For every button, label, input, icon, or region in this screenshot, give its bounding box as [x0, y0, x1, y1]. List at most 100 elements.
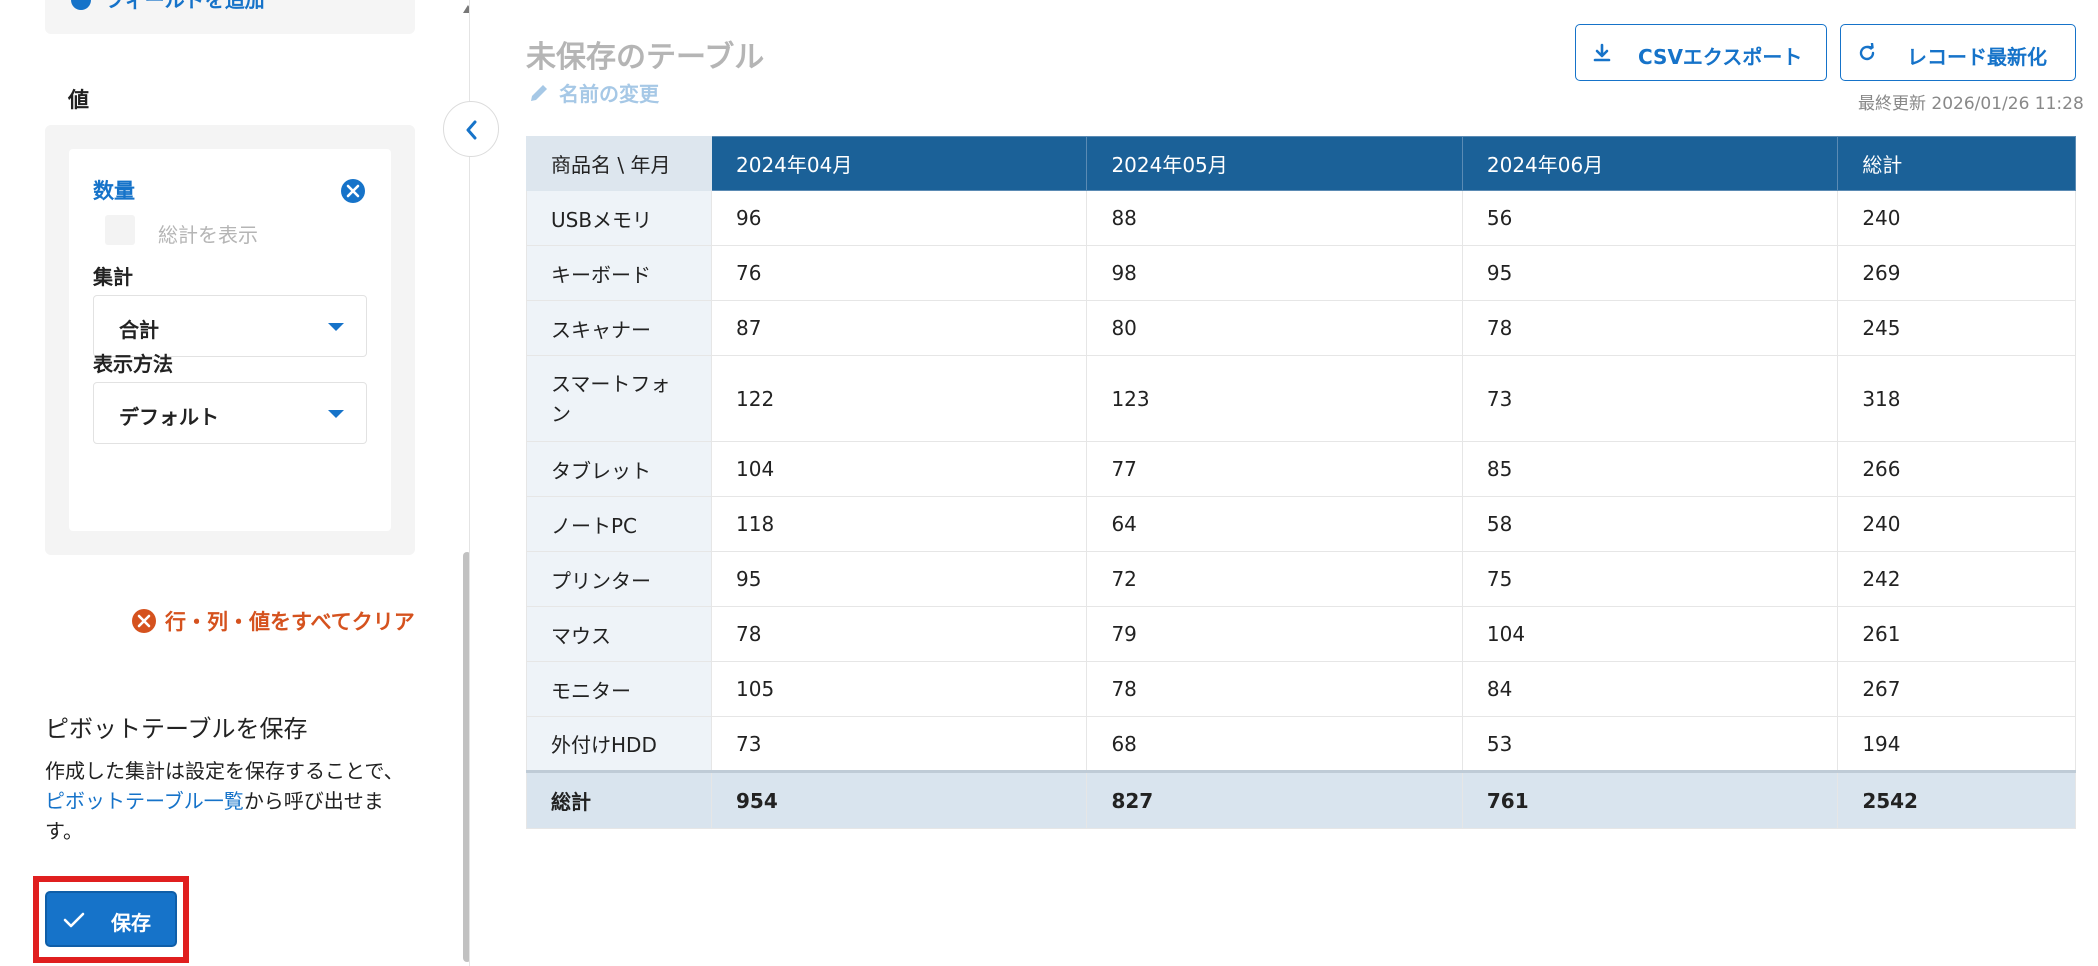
- table-cell: 76: [710, 245, 1088, 301]
- table-cell: 95: [1461, 245, 1839, 301]
- table-row: プリンター 95 72 75 242: [526, 551, 2076, 607]
- table-row: タブレット 104 77 85 266: [526, 441, 2076, 497]
- table-cell: 269: [1837, 245, 2076, 301]
- table-cell: 75: [1461, 551, 1839, 607]
- column-header: 2024年06月: [1461, 136, 1839, 191]
- table-row: スキャナー 87 80 78 245: [526, 300, 2076, 356]
- table-cell: 95: [710, 551, 1088, 607]
- table-row: ノートPC 118 64 58 240: [526, 496, 2076, 552]
- table-cell: 53: [1461, 716, 1839, 772]
- table-cell: 194: [1837, 716, 2076, 772]
- row-header: スキャナー: [526, 300, 712, 356]
- total-cell: 2542: [1837, 770, 2076, 829]
- value-field-name: 数量: [93, 179, 135, 203]
- table-cell: 240: [1837, 190, 2076, 246]
- check-icon: [63, 912, 85, 928]
- refresh-records-button[interactable]: レコード最新化: [1840, 24, 2076, 81]
- table-row: モニター 105 78 84 267: [526, 661, 2076, 717]
- rename-label: 名前の変更: [559, 82, 659, 106]
- row-header: プリンター: [526, 551, 712, 607]
- csv-export-label: CSVエクスポート: [1638, 45, 1803, 69]
- table-cell: 104: [710, 441, 1088, 497]
- total-row-header: 総計: [526, 770, 712, 829]
- csv-export-button[interactable]: CSVエクスポート: [1575, 24, 1827, 81]
- column-header: 2024年05月: [1086, 136, 1463, 191]
- total-cell: 827: [1086, 770, 1463, 829]
- total-row: 総計 954 827 761 2542: [526, 770, 2076, 829]
- table-cell: 78: [710, 606, 1088, 662]
- pencil-icon: [531, 85, 547, 101]
- save-button-label: 保存: [111, 911, 151, 935]
- table-cell: 84: [1461, 661, 1839, 717]
- show-total-checkbox[interactable]: [105, 215, 135, 245]
- column-header-total: 総計: [1837, 136, 2076, 191]
- table-header-row: 商品名 \ 年月 2024年04月 2024年05月 2024年06月 総計: [526, 136, 2076, 191]
- sidebar: フィールドを追加 値 数量 総計を表示 集計 合計 表示方法 デフォルト: [0, 0, 470, 966]
- save-desc-text-2: から呼び出せます。: [45, 789, 384, 843]
- pivot-table: 商品名 \ 年月 2024年04月 2024年05月 2024年06月 総計 U…: [526, 136, 2076, 829]
- scrollbar-thumb[interactable]: [463, 552, 469, 962]
- refresh-records-label: レコード最新化: [1907, 45, 2047, 69]
- table-row: 外付けHDD 73 68 53 194: [526, 716, 2076, 772]
- save-section-title: ピボットテーブルを保存: [45, 715, 308, 743]
- row-header-text: スマートフォン: [551, 371, 671, 426]
- table-cell: 77: [1086, 441, 1463, 497]
- collapse-sidebar-button[interactable]: [443, 101, 499, 157]
- column-header: 2024年04月: [710, 136, 1088, 191]
- total-cell: 954: [710, 770, 1088, 829]
- table-cell: 73: [1461, 355, 1839, 442]
- table-cell: 80: [1086, 300, 1463, 356]
- aggregation-value: 合計: [119, 318, 159, 342]
- row-header: ノートPC: [526, 496, 712, 552]
- total-cell: 761: [1461, 770, 1839, 829]
- add-field-strip[interactable]: フィールドを追加: [45, 0, 415, 34]
- display-method-label: 表示方法: [93, 352, 173, 376]
- table-cell: 240: [1837, 496, 2076, 552]
- remove-field-button[interactable]: [341, 179, 365, 203]
- scroll-up-arrow-icon[interactable]: [463, 5, 469, 13]
- table-cell: 68: [1086, 716, 1463, 772]
- table-cell: 242: [1837, 551, 2076, 607]
- clear-circle-icon: [132, 609, 156, 633]
- table-cell: 85: [1461, 441, 1839, 497]
- row-header: USBメモリ: [526, 190, 712, 246]
- display-method-select[interactable]: デフォルト: [93, 382, 367, 444]
- table-cell: 79: [1086, 606, 1463, 662]
- corner-header: 商品名 \ 年月: [526, 136, 712, 191]
- refresh-icon: [1859, 43, 1875, 61]
- download-icon: [1593, 43, 1611, 62]
- table-cell: 105: [710, 661, 1088, 717]
- table-cell: 267: [1837, 661, 2076, 717]
- display-method-value: デフォルト: [119, 405, 219, 429]
- values-section-title: 値: [68, 88, 89, 112]
- row-header: マウス: [526, 606, 712, 662]
- value-field-card: 数量 総計を表示 集計 合計 表示方法 デフォルト: [69, 149, 391, 531]
- table-cell: 78: [1086, 661, 1463, 717]
- table-row: キーボード 76 98 95 269: [526, 245, 2076, 301]
- table-cell: 318: [1837, 355, 2076, 442]
- table-title: 未保存のテーブル: [526, 40, 765, 75]
- save-desc-text-1: 作成した集計は設定を保存することで、: [45, 759, 404, 783]
- add-field-link[interactable]: フィールドを追加: [105, 0, 265, 12]
- aggregation-select[interactable]: 合計: [93, 295, 367, 357]
- table-row: USBメモリ 96 88 56 240: [526, 190, 2076, 246]
- row-header: スマートフォン: [526, 355, 712, 442]
- values-panel: 数量 総計を表示 集計 合計 表示方法 デフォルト: [45, 125, 415, 555]
- table-cell: 123: [1086, 355, 1463, 442]
- table-cell: 64: [1086, 496, 1463, 552]
- save-button[interactable]: 保存: [45, 891, 177, 947]
- table-cell: 104: [1461, 606, 1839, 662]
- table-cell: 87: [710, 300, 1088, 356]
- row-header: タブレット: [526, 441, 712, 497]
- pivot-list-link[interactable]: ピボットテーブル一覧: [45, 789, 244, 813]
- table-cell: 122: [710, 355, 1088, 442]
- chevron-down-icon: [328, 410, 344, 418]
- last-updated-text: 最終更新 2026/01/26 11:28: [1858, 94, 2084, 114]
- table-cell: 96: [710, 190, 1088, 246]
- add-circle-icon: [71, 0, 91, 10]
- clear-all-label: 行・列・値をすべてクリア: [165, 610, 415, 634]
- close-icon: [346, 184, 360, 198]
- table-cell: 72: [1086, 551, 1463, 607]
- table-cell: 73: [710, 716, 1088, 772]
- save-section-description: 作成した集計は設定を保存することで、ピボットテーブル一覧から呼び出せます。: [45, 756, 405, 846]
